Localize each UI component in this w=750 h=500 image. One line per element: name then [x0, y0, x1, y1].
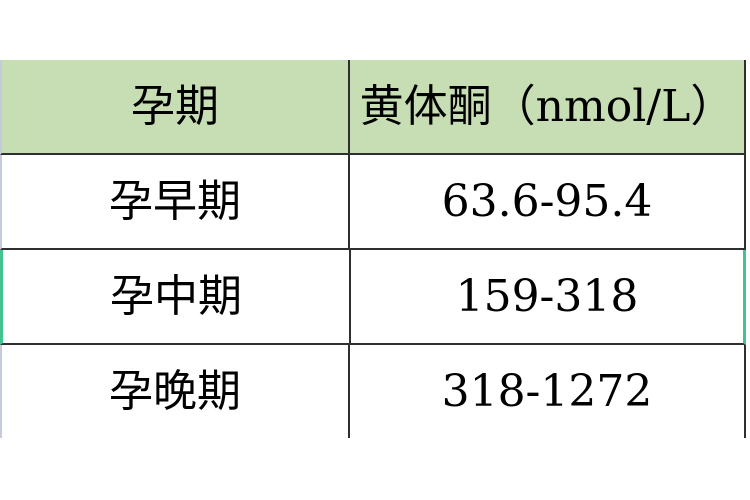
table-header-row: 孕期 黄体酮（nmol/L）	[0, 60, 746, 155]
progesterone-reference-table: 孕期 黄体酮（nmol/L） 孕早期 63.6-95.4 孕中期 159-318…	[0, 60, 746, 438]
range-cell: 318-1272	[350, 345, 744, 438]
range-value: 159-318	[455, 270, 639, 322]
header-cell-stage: 孕期	[2, 60, 350, 153]
stage-cell: 孕中期	[3, 250, 351, 343]
table-row-mid-pregnancy: 孕中期 159-318	[0, 250, 746, 345]
header-cell-progesterone: 黄体酮（nmol/L）	[350, 60, 744, 153]
stage-label: 孕晚期	[109, 365, 241, 417]
stage-label: 孕早期	[109, 175, 241, 227]
stage-cell: 孕晚期	[2, 345, 350, 438]
stage-cell: 孕早期	[2, 155, 350, 248]
table-row-early-pregnancy: 孕早期 63.6-95.4	[0, 155, 746, 250]
table-row-late-pregnancy: 孕晚期 318-1272	[0, 345, 746, 438]
header-label-stage: 孕期	[131, 80, 219, 132]
stage-label: 孕中期	[110, 270, 242, 322]
range-cell: 63.6-95.4	[350, 155, 744, 248]
range-value: 63.6-95.4	[441, 175, 653, 227]
range-cell: 159-318	[351, 250, 743, 343]
range-value: 318-1272	[441, 365, 653, 417]
header-label-progesterone: 黄体酮（nmol/L）	[359, 80, 735, 132]
